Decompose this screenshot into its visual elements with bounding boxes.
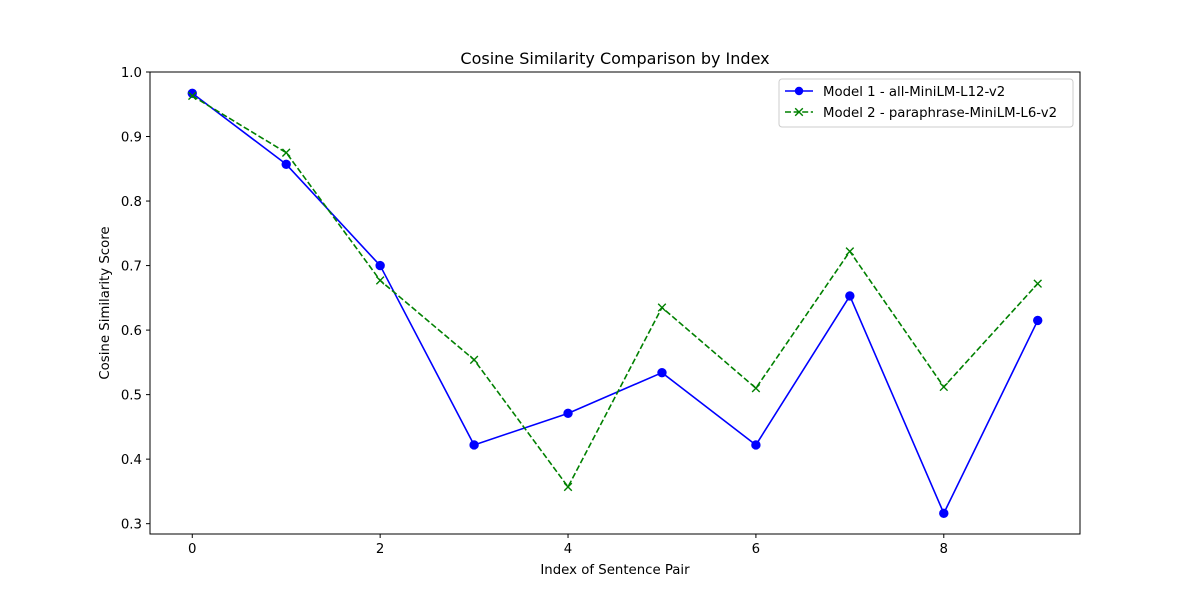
series-1-point: [751, 440, 761, 450]
y-tick-label: 0.9: [121, 131, 142, 146]
legend: Model 1 - all-MiniLM-L12-v2 Model 2 - par…: [778, 78, 1074, 128]
y-tick-label: 0.4: [121, 453, 142, 468]
x-tick-label: 2: [376, 542, 384, 557]
x-tick-label: 4: [564, 542, 572, 557]
series-2-point: [845, 247, 855, 256]
series-line-2: [191, 95, 1039, 488]
y-tick-label: 0.6: [121, 324, 142, 339]
series-2-point: [563, 482, 573, 492]
legend-marker-1: [794, 86, 804, 96]
y-tick-label: 0.5: [121, 389, 142, 404]
series-2-point: [657, 303, 667, 312]
series-1-point: [563, 408, 573, 419]
y-tick-label: 0.7: [121, 260, 142, 275]
series-2-point: [469, 355, 479, 365]
series-1-point: [187, 88, 197, 98]
plot-marks: [187, 88, 1043, 519]
y-tick-label: 1.0: [121, 66, 142, 81]
x-axis-label: Index of Sentence Pair: [540, 563, 690, 578]
x-tick-label: 0: [188, 542, 196, 557]
series-2-point: [281, 148, 291, 157]
series-1-point: [469, 440, 479, 450]
series-1-point: [657, 367, 667, 378]
x-axis: 0 2 4 6 8: [188, 534, 948, 557]
y-axis-label: Cosine Similarity Score: [98, 226, 113, 379]
series-2-point: [375, 276, 385, 285]
x-tick-label: 6: [752, 542, 760, 557]
plot-frame: [149, 71, 1081, 535]
series-2-point: [751, 383, 761, 393]
series-1-point: [845, 291, 855, 301]
series-2-point: [939, 382, 949, 392]
series-2-point: [187, 91, 197, 101]
series-1-point: [281, 159, 291, 169]
y-tick-label: 0.3: [121, 518, 142, 533]
legend-label-2: Model 2 - paraphrase-MiniLM-L6-v2: [823, 106, 1057, 121]
chart-title: Cosine Similarity Comparison by Index: [460, 49, 769, 68]
legend-box: [778, 78, 1074, 128]
legend-marker-2: [794, 107, 804, 117]
series-2-point: [1033, 279, 1043, 288]
y-tick-label: 0.8: [121, 195, 142, 210]
series-1-point: [1033, 315, 1043, 326]
x-tick-label: 8: [940, 542, 948, 557]
series-1-point: [375, 260, 385, 271]
legend-label-1: Model 1 - all-MiniLM-L12-v2: [823, 85, 1005, 100]
y-axis: 0.3 0.4 0.5 0.6 0.7 0.8 0.9 1.0: [121, 66, 150, 533]
series-line-1: [191, 92, 1039, 515]
series-1-point: [939, 508, 949, 519]
